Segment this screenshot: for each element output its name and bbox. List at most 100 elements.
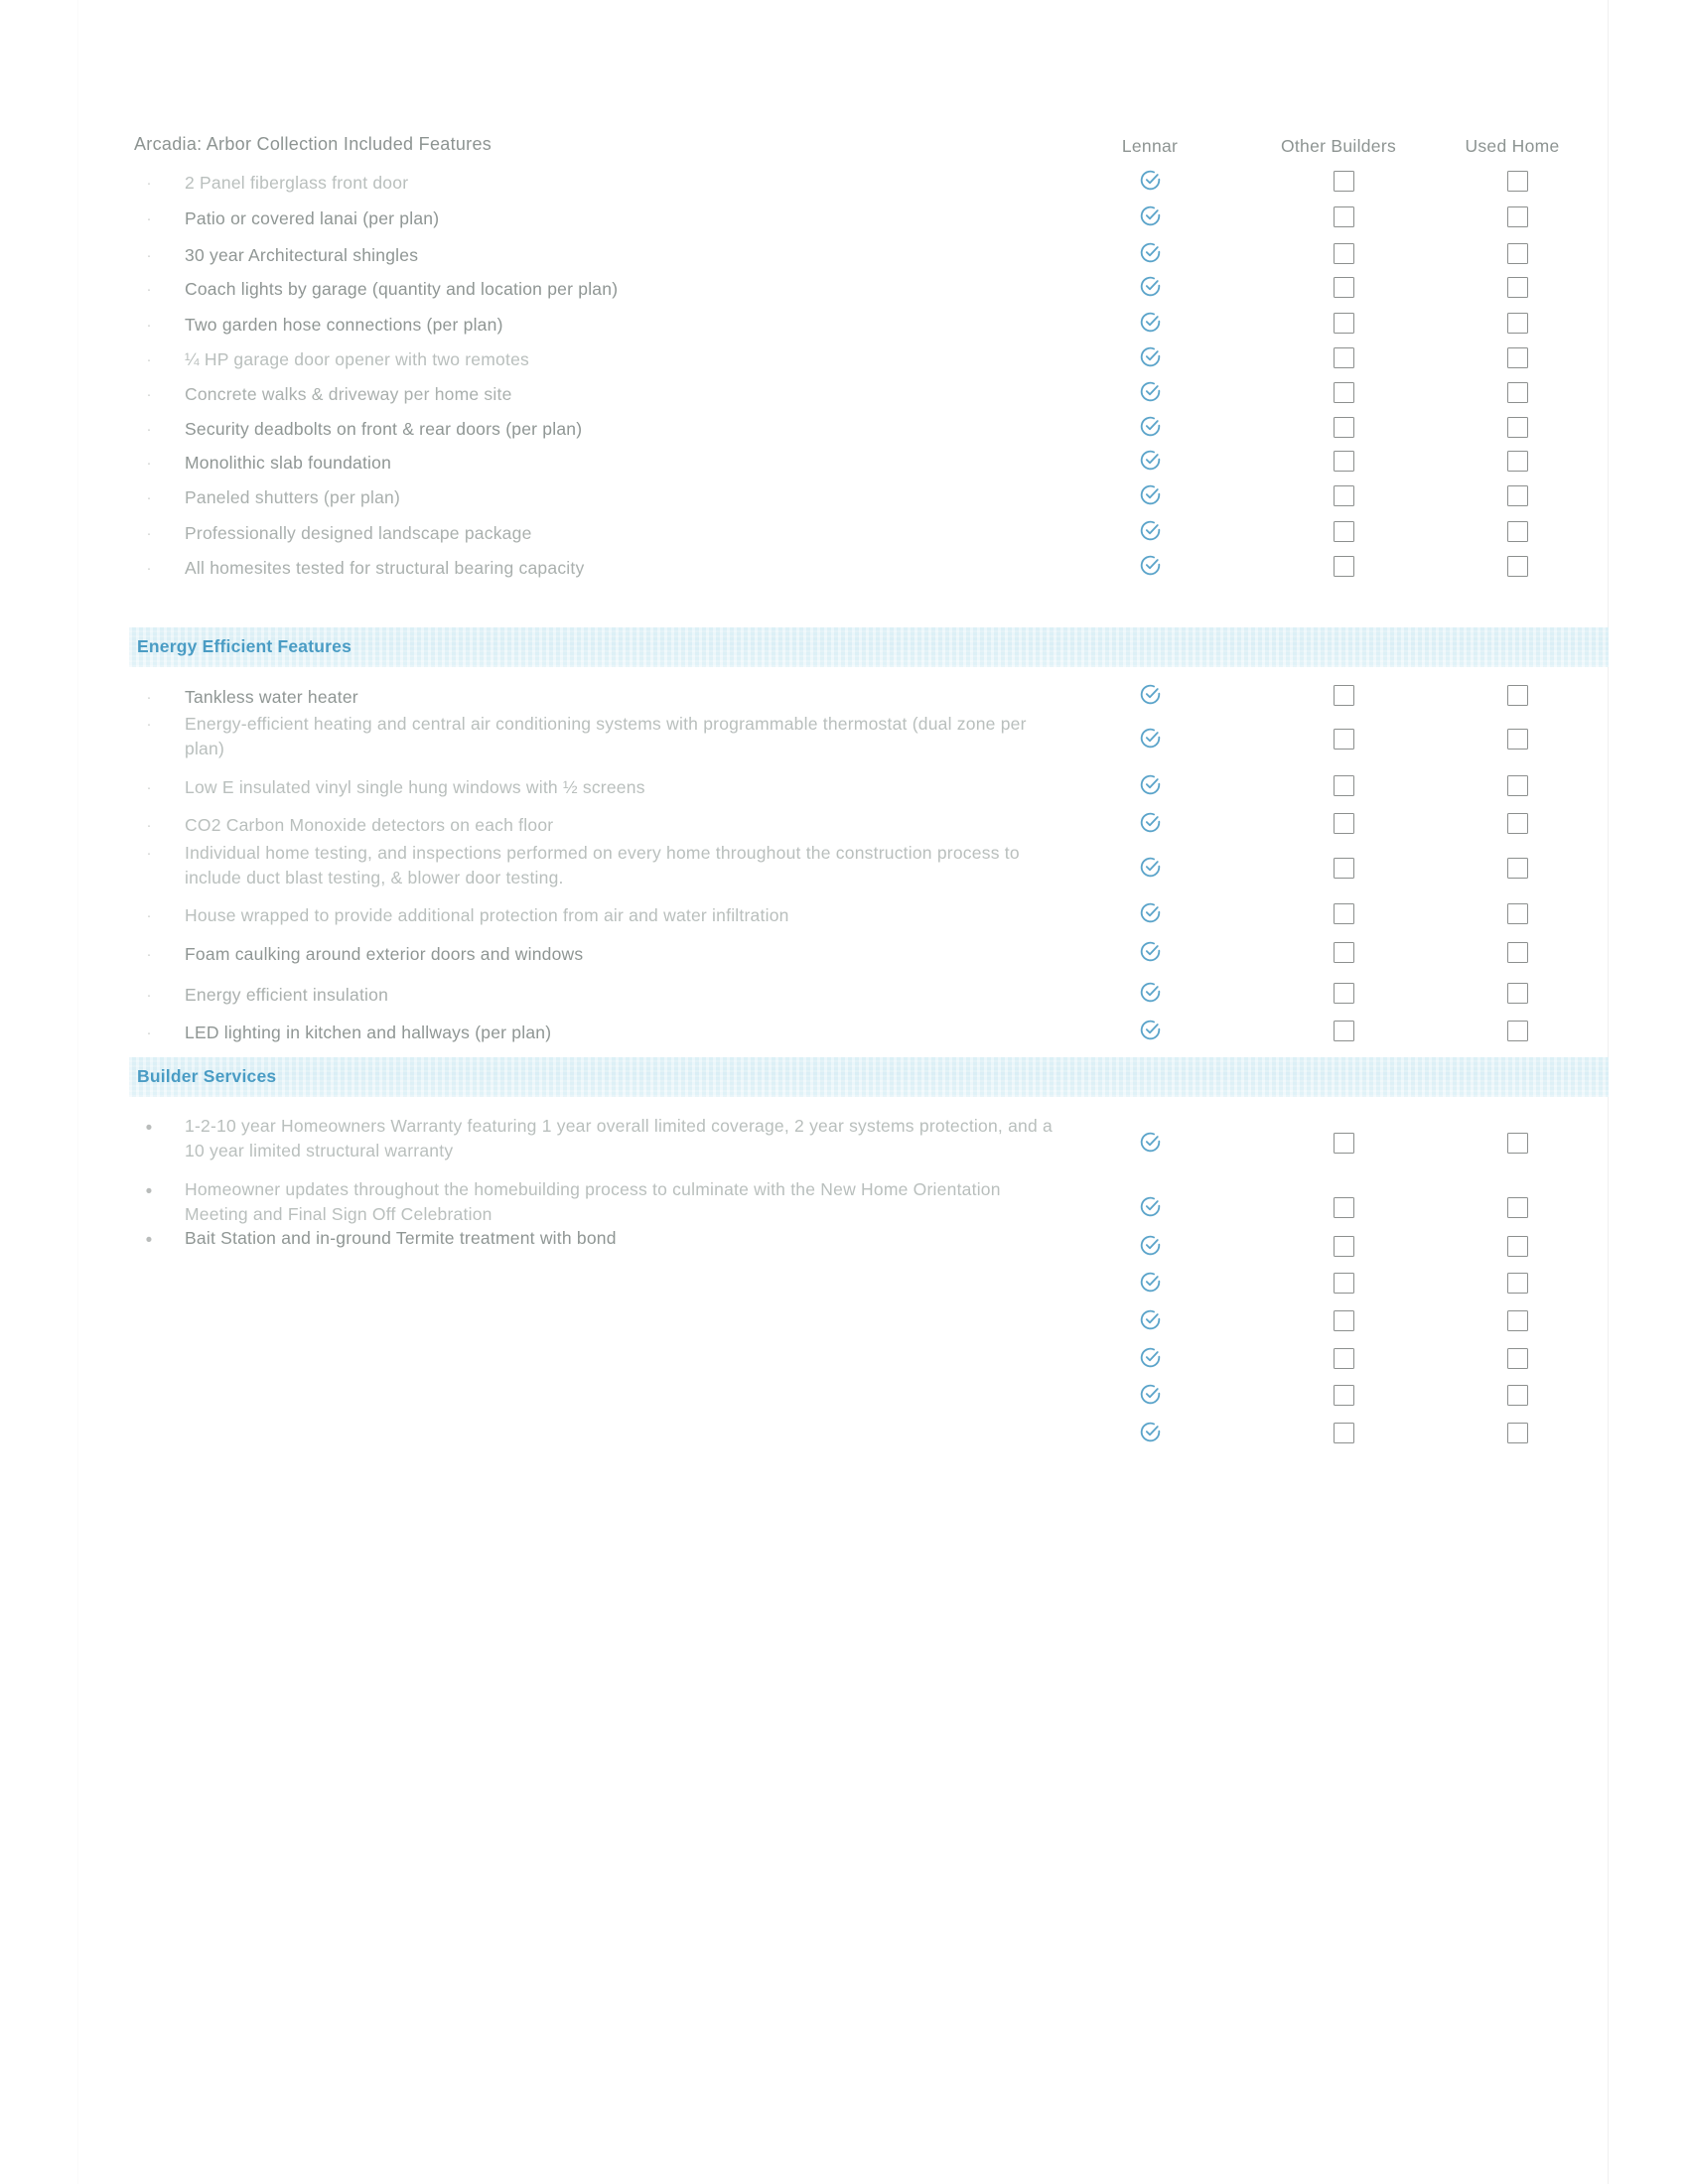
cell-other-builders[interactable]	[1314, 556, 1373, 577]
check-circle-icon[interactable]	[1120, 683, 1180, 706]
cell-other-builders[interactable]	[1314, 942, 1373, 963]
cell-other-builders[interactable]	[1314, 1236, 1373, 1257]
check-circle-icon[interactable]	[1120, 1019, 1180, 1041]
check-circle-icon[interactable]	[1120, 519, 1180, 542]
empty-checkbox-icon[interactable]	[1506, 983, 1528, 1004]
empty-checkbox-icon[interactable]	[1333, 451, 1354, 472]
empty-checkbox-icon[interactable]	[1333, 942, 1354, 963]
cell-used-home[interactable]	[1487, 813, 1547, 834]
check-circle-icon[interactable]	[1120, 415, 1180, 438]
check-circle-icon[interactable]	[1120, 1346, 1180, 1369]
cell-used-home[interactable]	[1487, 1423, 1547, 1443]
empty-checkbox-icon[interactable]	[1506, 521, 1528, 542]
cell-used-home[interactable]	[1487, 1197, 1547, 1218]
empty-checkbox-icon[interactable]	[1506, 1021, 1528, 1041]
cell-other-builders[interactable]	[1314, 983, 1373, 1004]
check-circle-icon[interactable]	[1120, 1131, 1180, 1154]
cell-used-home[interactable]	[1487, 775, 1547, 796]
empty-checkbox-icon[interactable]	[1506, 813, 1528, 834]
empty-checkbox-icon[interactable]	[1506, 858, 1528, 879]
empty-checkbox-icon[interactable]	[1506, 417, 1528, 438]
cell-used-home[interactable]	[1487, 1133, 1547, 1154]
cell-other-builders[interactable]	[1314, 382, 1373, 403]
check-circle-icon[interactable]	[1120, 380, 1180, 403]
cell-other-builders[interactable]	[1314, 1348, 1373, 1369]
empty-checkbox-icon[interactable]	[1506, 1236, 1528, 1257]
cell-used-home[interactable]	[1487, 1385, 1547, 1406]
empty-checkbox-icon[interactable]	[1333, 1197, 1354, 1218]
cell-used-home[interactable]	[1487, 903, 1547, 924]
cell-other-builders[interactable]	[1314, 903, 1373, 924]
cell-other-builders[interactable]	[1314, 485, 1373, 506]
check-circle-icon[interactable]	[1120, 311, 1180, 334]
cell-used-home[interactable]	[1487, 171, 1547, 192]
cell-used-home[interactable]	[1487, 1273, 1547, 1294]
cell-used-home[interactable]	[1487, 277, 1547, 298]
cell-used-home[interactable]	[1487, 1021, 1547, 1041]
empty-checkbox-icon[interactable]	[1506, 942, 1528, 963]
empty-checkbox-icon[interactable]	[1333, 1348, 1354, 1369]
cell-other-builders[interactable]	[1314, 813, 1373, 834]
empty-checkbox-icon[interactable]	[1506, 685, 1528, 706]
cell-other-builders[interactable]	[1314, 1385, 1373, 1406]
cell-used-home[interactable]	[1487, 1348, 1547, 1369]
empty-checkbox-icon[interactable]	[1333, 206, 1354, 227]
empty-checkbox-icon[interactable]	[1333, 685, 1354, 706]
cell-other-builders[interactable]	[1314, 1133, 1373, 1154]
check-circle-icon[interactable]	[1120, 1271, 1180, 1294]
cell-used-home[interactable]	[1487, 485, 1547, 506]
empty-checkbox-icon[interactable]	[1333, 1310, 1354, 1331]
cell-other-builders[interactable]	[1314, 1310, 1373, 1331]
empty-checkbox-icon[interactable]	[1333, 775, 1354, 796]
check-circle-icon[interactable]	[1120, 483, 1180, 506]
cell-used-home[interactable]	[1487, 556, 1547, 577]
empty-checkbox-icon[interactable]	[1506, 1197, 1528, 1218]
check-circle-icon[interactable]	[1120, 811, 1180, 834]
check-circle-icon[interactable]	[1120, 205, 1180, 227]
empty-checkbox-icon[interactable]	[1506, 1310, 1528, 1331]
cell-used-home[interactable]	[1487, 347, 1547, 368]
cell-other-builders[interactable]	[1314, 521, 1373, 542]
empty-checkbox-icon[interactable]	[1333, 1385, 1354, 1406]
empty-checkbox-icon[interactable]	[1506, 556, 1528, 577]
cell-other-builders[interactable]	[1314, 685, 1373, 706]
cell-other-builders[interactable]	[1314, 171, 1373, 192]
cell-other-builders[interactable]	[1314, 277, 1373, 298]
empty-checkbox-icon[interactable]	[1333, 1423, 1354, 1443]
cell-used-home[interactable]	[1487, 382, 1547, 403]
check-circle-icon[interactable]	[1120, 856, 1180, 879]
empty-checkbox-icon[interactable]	[1333, 277, 1354, 298]
check-circle-icon[interactable]	[1120, 1308, 1180, 1331]
empty-checkbox-icon[interactable]	[1333, 417, 1354, 438]
empty-checkbox-icon[interactable]	[1333, 243, 1354, 264]
empty-checkbox-icon[interactable]	[1506, 485, 1528, 506]
cell-used-home[interactable]	[1487, 206, 1547, 227]
cell-other-builders[interactable]	[1314, 858, 1373, 879]
check-circle-icon[interactable]	[1120, 901, 1180, 924]
cell-other-builders[interactable]	[1314, 1197, 1373, 1218]
empty-checkbox-icon[interactable]	[1333, 813, 1354, 834]
empty-checkbox-icon[interactable]	[1506, 1273, 1528, 1294]
check-circle-icon[interactable]	[1120, 241, 1180, 264]
cell-other-builders[interactable]	[1314, 451, 1373, 472]
cell-used-home[interactable]	[1487, 1236, 1547, 1257]
empty-checkbox-icon[interactable]	[1506, 277, 1528, 298]
cell-used-home[interactable]	[1487, 417, 1547, 438]
empty-checkbox-icon[interactable]	[1333, 983, 1354, 1004]
empty-checkbox-icon[interactable]	[1333, 347, 1354, 368]
empty-checkbox-icon[interactable]	[1506, 903, 1528, 924]
empty-checkbox-icon[interactable]	[1333, 1021, 1354, 1041]
empty-checkbox-icon[interactable]	[1506, 243, 1528, 264]
empty-checkbox-icon[interactable]	[1506, 775, 1528, 796]
check-circle-icon[interactable]	[1120, 275, 1180, 298]
empty-checkbox-icon[interactable]	[1506, 1423, 1528, 1443]
check-circle-icon[interactable]	[1120, 981, 1180, 1004]
cell-used-home[interactable]	[1487, 983, 1547, 1004]
cell-used-home[interactable]	[1487, 685, 1547, 706]
empty-checkbox-icon[interactable]	[1333, 485, 1354, 506]
cell-used-home[interactable]	[1487, 451, 1547, 472]
cell-used-home[interactable]	[1487, 858, 1547, 879]
check-circle-icon[interactable]	[1120, 169, 1180, 192]
empty-checkbox-icon[interactable]	[1506, 171, 1528, 192]
empty-checkbox-icon[interactable]	[1333, 1133, 1354, 1154]
